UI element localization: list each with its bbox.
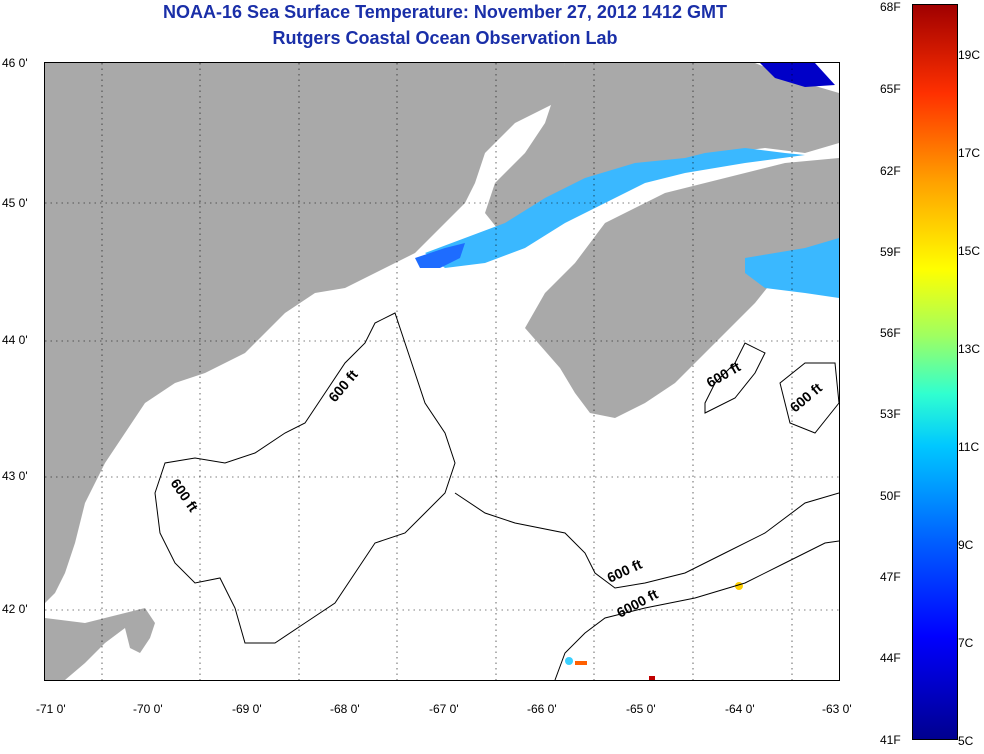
sst-spot-orange [575, 661, 587, 665]
colorbar-c-label: 7C [958, 636, 974, 650]
contour-labels: 600 ft 600 ft 600 ft 600 ft 600 ft 6000 … [168, 358, 826, 620]
colorbar-f-label: 65F [880, 82, 901, 96]
contour-label-2: 600 ft [168, 476, 202, 515]
lon-label: -67 0' [429, 702, 459, 716]
map-canvas: 600 ft 600 ft 600 ft 600 ft 600 ft 6000 … [45, 63, 839, 680]
lon-label: -63 0' [822, 702, 852, 716]
contour-label-6: 6000 ft [614, 586, 661, 621]
lat-label: 46 0' [2, 56, 28, 70]
sst-map: 600 ft 600 ft 600 ft 600 ft 600 ft 6000 … [44, 62, 840, 681]
temperature-colorbar [912, 4, 958, 740]
colorbar-c-label: 19C [958, 48, 981, 62]
contour-600ft-west [154, 312, 456, 644]
lon-label: -69 0' [232, 702, 262, 716]
lon-label: -66 0' [527, 702, 557, 716]
colorbar-f-label: 62F [880, 164, 901, 178]
contour-600ft-east2 [779, 362, 839, 434]
graticule [45, 63, 839, 680]
contour-600ft-east1 [704, 342, 766, 414]
colorbar-c-label: 11C [958, 440, 980, 454]
lon-label: -64 0' [725, 702, 755, 716]
contour-label-4: 600 ft [787, 379, 826, 415]
lon-label: -71 0' [36, 702, 66, 716]
sst-patch-bay-of-fundy [425, 148, 805, 268]
colorbar-c-label: 9C [958, 538, 974, 552]
sst-spot-red [649, 676, 655, 680]
lat-label: 42 0' [2, 602, 28, 616]
lat-label: 45 0' [2, 196, 28, 210]
colorbar-f-label: 68F [880, 0, 901, 14]
colorbar-f-label: 50F [880, 489, 901, 503]
lat-label: 44 0' [2, 333, 28, 347]
lon-label: -65 0' [626, 702, 656, 716]
sst-patch-coastal-maine [415, 243, 465, 268]
lon-label: -68 0' [330, 702, 360, 716]
lon-label: -70 0' [133, 702, 163, 716]
colorbar-c-label: 13C [958, 342, 981, 356]
land-cape-cod [45, 608, 155, 680]
sst-patch-ne-corner [760, 63, 835, 87]
colorbar-f-label: 53F [880, 407, 901, 421]
colorbar-c-label: 17C [958, 146, 981, 160]
land-new-england [45, 63, 565, 603]
map-subtitle: Rutgers Coastal Ocean Observation Lab [272, 28, 618, 48]
contour-label-3: 600 ft [704, 358, 744, 390]
colorbar-c-label: 15C [958, 244, 981, 258]
lat-label: 43 0' [2, 469, 28, 483]
colorbar-f-label: 41F [880, 733, 901, 747]
colorbar-f-label: 44F [880, 651, 901, 665]
map-title: NOAA-16 Sea Surface Temperature: Novembe… [163, 2, 727, 22]
colorbar-f-label: 56F [880, 326, 901, 340]
sst-spot-cool [565, 657, 573, 665]
contour-label-5: 600 ft [605, 556, 645, 586]
land-nova-scotia [525, 158, 839, 418]
colorbar-c-label: 5C [958, 734, 974, 748]
colorbar-f-label: 47F [880, 570, 901, 584]
contours [154, 312, 839, 680]
contour-600ft-mid [454, 492, 839, 589]
colorbar-f-label: 59F [880, 245, 901, 259]
contour-6000ft [554, 540, 839, 680]
